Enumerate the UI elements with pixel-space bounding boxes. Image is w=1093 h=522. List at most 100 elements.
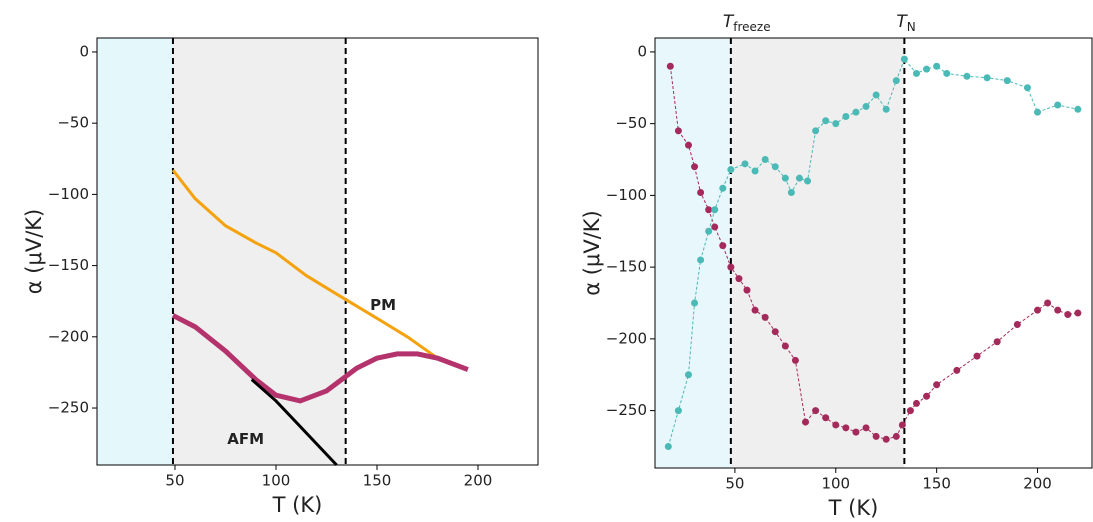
data-point <box>852 428 860 436</box>
data-point <box>1054 306 1062 314</box>
data-point <box>812 407 820 415</box>
data-point <box>1044 299 1052 307</box>
data-point <box>804 177 812 185</box>
data-point <box>743 286 751 294</box>
data-point <box>872 91 880 99</box>
y-tick-label: −250 <box>606 401 647 419</box>
y-tick-label: −200 <box>48 327 89 345</box>
data-point <box>771 163 779 171</box>
data-point <box>892 432 900 440</box>
series-line <box>250 378 338 467</box>
data-point <box>761 156 769 164</box>
series-line <box>171 169 439 360</box>
shaded-region <box>172 38 346 465</box>
shaded-region <box>655 38 731 468</box>
x-tick-label: 50 <box>725 475 744 493</box>
vline-label: Tfreeze <box>723 12 771 34</box>
data-point <box>684 371 692 379</box>
data-point <box>862 424 870 432</box>
data-point <box>719 242 727 250</box>
x-axis-label: T (K) <box>272 493 323 517</box>
x-tick-label: 100 <box>821 475 850 493</box>
data-point <box>933 62 941 70</box>
data-point <box>872 432 880 440</box>
data-point <box>697 256 705 264</box>
x-tick-label: 100 <box>262 472 291 490</box>
x-tick-label: 150 <box>363 472 392 490</box>
data-point <box>727 166 735 174</box>
plot-frame <box>96 37 539 466</box>
data-point <box>923 392 931 400</box>
data-point <box>684 141 692 149</box>
y-tick-label: 0 <box>637 42 647 60</box>
data-point <box>983 74 991 82</box>
data-point <box>1074 105 1082 113</box>
data-point <box>666 62 674 70</box>
data-point <box>705 227 713 235</box>
label-sub: freeze <box>733 20 770 34</box>
y-tick-label: −50 <box>615 114 647 132</box>
data-point <box>674 407 682 415</box>
data-point <box>761 313 769 321</box>
data-point <box>933 381 941 389</box>
data-point <box>923 65 931 73</box>
x-tick-label: 150 <box>922 475 951 493</box>
data-point <box>882 435 890 443</box>
data-point <box>802 418 810 426</box>
data-point <box>822 414 830 422</box>
data-point <box>751 167 759 175</box>
data-point <box>832 421 840 429</box>
series-label: PM <box>370 296 396 314</box>
data-point <box>1064 310 1072 318</box>
data-point <box>812 127 820 135</box>
data-point <box>1074 309 1082 317</box>
label-main: T <box>723 12 735 32</box>
data-point <box>787 189 795 197</box>
data-point <box>781 342 789 350</box>
data-point <box>705 206 713 214</box>
data-point <box>674 127 682 135</box>
y-tick-label: −250 <box>48 399 89 417</box>
data-point <box>1013 321 1021 329</box>
data-point <box>664 442 672 450</box>
data-point <box>862 102 870 110</box>
data-point <box>1003 77 1011 85</box>
y-tick-label: −100 <box>48 185 89 203</box>
data-point <box>953 366 961 374</box>
data-point <box>781 174 789 182</box>
data-point <box>771 328 779 336</box>
data-point <box>912 399 920 407</box>
data-point <box>691 163 699 171</box>
data-point <box>1023 84 1031 92</box>
data-point <box>741 160 749 168</box>
y-axis-label: α (μV/K) <box>580 210 604 295</box>
data-point <box>842 112 850 120</box>
data-point <box>735 275 743 283</box>
y-tick-label: 0 <box>79 42 89 60</box>
shaded-region <box>97 38 173 465</box>
y-axis-label: α (μV/K) <box>22 209 46 294</box>
data-point <box>711 223 719 231</box>
data-point <box>993 338 1001 346</box>
series-label: AFM <box>227 430 264 448</box>
y-tick-label: −100 <box>606 186 647 204</box>
data-point <box>795 174 803 182</box>
data-point <box>852 108 860 116</box>
y-tick-label: −200 <box>606 329 647 347</box>
label-main: T <box>896 12 908 32</box>
data-point <box>711 206 719 214</box>
x-axis-label: T (K) <box>828 496 879 520</box>
data-point <box>697 189 705 197</box>
data-point <box>900 55 908 63</box>
label-sub: N <box>907 20 916 34</box>
data-point <box>898 421 906 429</box>
data-point <box>791 356 799 364</box>
data-point <box>822 117 830 125</box>
x-tick-label: 50 <box>165 472 184 490</box>
data-point <box>963 72 971 80</box>
data-point <box>751 306 759 314</box>
data-point <box>906 407 914 415</box>
y-tick-label: −50 <box>57 114 89 132</box>
data-point <box>973 352 981 360</box>
